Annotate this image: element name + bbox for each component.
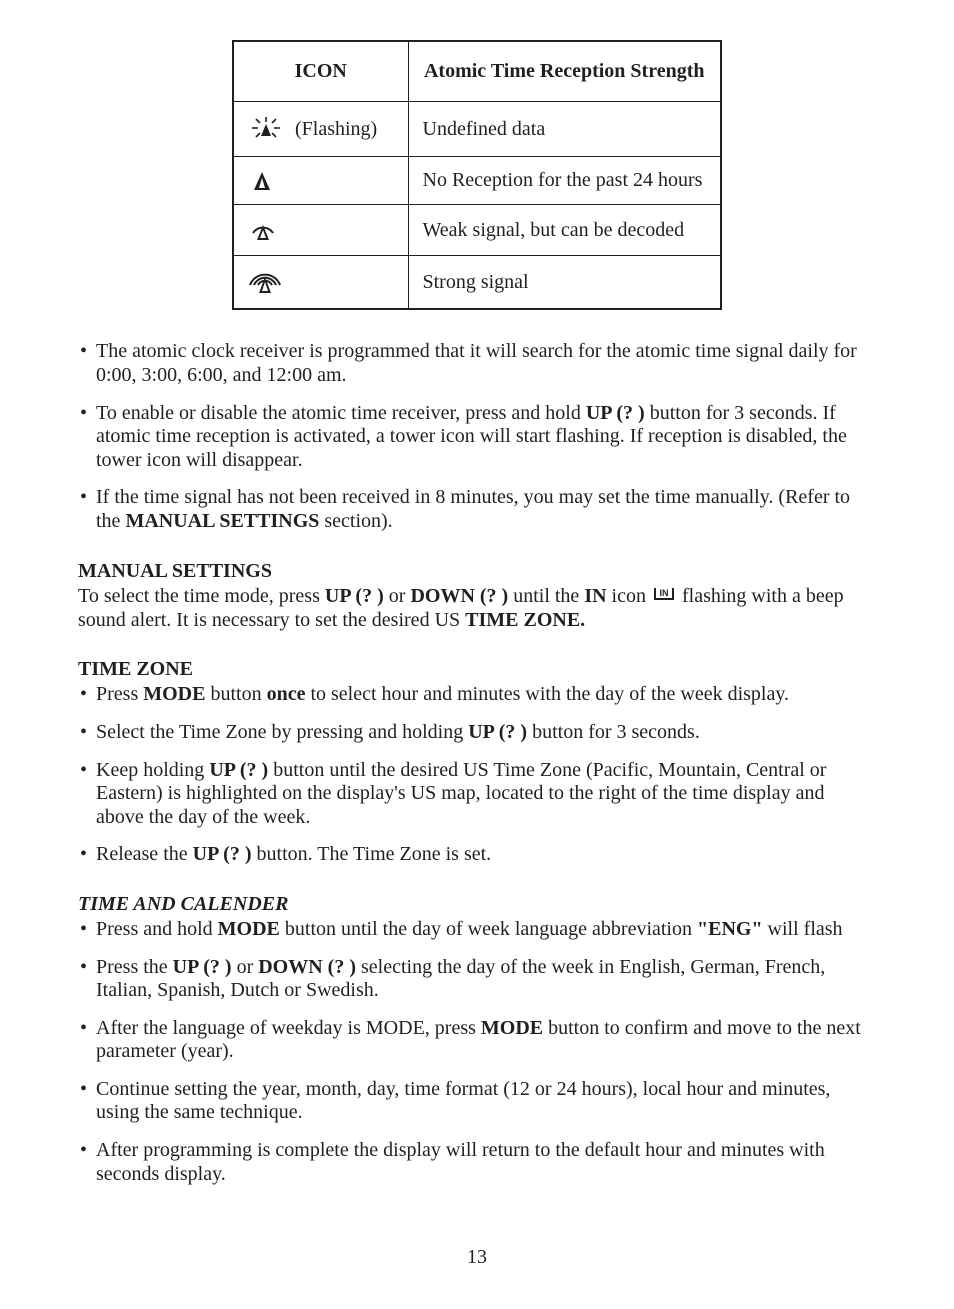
in-label: IN (584, 585, 606, 607)
mode-button-label: MODE (143, 683, 205, 705)
mode-button-label: MODE (481, 1017, 543, 1039)
row1-desc: Undefined data (408, 102, 721, 157)
table-row: Weak signal, but can be decoded (233, 205, 721, 256)
header-desc: Atomic Time Reception Strength (408, 41, 721, 102)
icon-strong-cell (233, 256, 408, 310)
up-button-label: UP (? ) (325, 585, 384, 607)
row2-desc: No Reception for the past 24 hours (408, 157, 721, 205)
bullet-text: Release the UP (? ) button. The Time Zon… (96, 843, 876, 867)
list-item: • Press and hold MODE button until the d… (78, 918, 876, 942)
bullet-text: Keep holding UP (? ) button until the de… (96, 759, 876, 830)
header-icon: ICON (233, 41, 408, 102)
list-item: • Continue setting the year, month, day,… (78, 1078, 876, 1125)
time-zone-heading: TIME ZONE (78, 658, 876, 681)
bullet-dot: • (78, 683, 96, 707)
table-header-row: ICON Atomic Time Reception Strength (233, 41, 721, 102)
list-item: • If the time signal has not been receiv… (78, 486, 876, 533)
down-button-label: DOWN (? ) (410, 585, 508, 607)
bullet-text: Press MODE button once to select hour an… (96, 683, 876, 707)
bullet-dot: • (78, 486, 96, 510)
list-item: • After programming is complete the disp… (78, 1139, 876, 1186)
bullet-dot: • (78, 402, 96, 426)
bullet-text: If the time signal has not been received… (96, 486, 876, 533)
manual-settings-section: MANUAL SETTINGS To select the time mode,… (78, 560, 876, 633)
mode-button-label: MODE (218, 918, 280, 940)
atomic-section: • The atomic clock receiver is programme… (78, 340, 876, 533)
page-number: 13 (78, 1246, 876, 1269)
list-item: • The atomic clock receiver is programme… (78, 340, 876, 387)
bullet-dot: • (78, 918, 96, 942)
up-button-label: UP (? ) (468, 721, 527, 743)
bullet-text: Continue setting the year, month, day, t… (96, 1078, 876, 1125)
bullet-dot: • (78, 956, 96, 980)
in-icon: IN (653, 585, 675, 609)
list-item: • Release the UP (? ) button. The Time Z… (78, 843, 876, 867)
bullet-dot: • (78, 721, 96, 745)
table-row: Strong signal (233, 256, 721, 310)
list-item: • To enable or disable the atomic time r… (78, 402, 876, 473)
table-row: (Flashing) Undefined data (233, 102, 721, 157)
bullet-dot: • (78, 759, 96, 783)
time-zone-label: TIME ZONE. (465, 609, 585, 631)
manual-settings-heading: MANUAL SETTINGS (78, 560, 876, 583)
bullet-text: Press the UP (? ) or DOWN (? ) selecting… (96, 956, 876, 1003)
table-row: No Reception for the past 24 hours (233, 157, 721, 205)
icon-weak-cell (233, 205, 408, 256)
list-item: • Select the Time Zone by pressing and h… (78, 721, 876, 745)
bullet-text: After the language of weekday is MODE, p… (96, 1017, 876, 1064)
row4-desc: Strong signal (408, 256, 721, 310)
list-item: • Press the UP (? ) or DOWN (? ) selecti… (78, 956, 876, 1003)
bullet-text: Press and hold MODE button until the day… (96, 918, 876, 942)
eng-label: "ENG" (697, 918, 763, 940)
tower-weak-icon (248, 217, 278, 243)
bullet-text: To enable or disable the atomic time rec… (96, 402, 876, 473)
bullet-dot: • (78, 1139, 96, 1163)
bullet-dot: • (78, 1078, 96, 1102)
list-item: • Keep holding UP (? ) button until the … (78, 759, 876, 830)
bullet-dot: • (78, 1017, 96, 1041)
icon-flashing-cell: (Flashing) (233, 102, 408, 157)
tower-flashing-icon (248, 114, 284, 144)
row3-desc: Weak signal, but can be decoded (408, 205, 721, 256)
bullet-text: The atomic clock receiver is programmed … (96, 340, 876, 387)
bullet-dot: • (78, 340, 96, 364)
bullet-text: Select the Time Zone by pressing and hol… (96, 721, 876, 745)
manual-page: ICON Atomic Time Reception Strength (0, 0, 954, 1309)
bullet-text: After programming is complete the displa… (96, 1139, 876, 1186)
list-item: • Press MODE button once to select hour … (78, 683, 876, 707)
list-item: • After the language of weekday is MODE,… (78, 1017, 876, 1064)
manual-settings-ref: MANUAL SETTINGS (125, 510, 319, 532)
svg-text:IN: IN (659, 588, 668, 598)
manual-settings-para: To select the time mode, press UP (? ) o… (78, 585, 876, 633)
tower-strong-icon (248, 268, 282, 296)
down-button-label: DOWN (? ) (258, 956, 356, 978)
up-button-label: UP (? ) (173, 956, 232, 978)
flashing-label: (Flashing) (295, 118, 377, 140)
signal-strength-table: ICON Atomic Time Reception Strength (232, 40, 722, 310)
up-button-label: UP (? ) (193, 843, 252, 865)
time-calendar-section: TIME AND CALENDER • Press and hold MODE … (78, 893, 876, 1186)
tower-plain-icon (248, 170, 276, 192)
up-button-label: UP (? ) (209, 759, 268, 781)
bullet-dot: • (78, 843, 96, 867)
time-zone-section: TIME ZONE • Press MODE button once to se… (78, 658, 876, 867)
icon-noreception-cell (233, 157, 408, 205)
once-label: once (267, 683, 306, 705)
up-button-label: UP (? ) (586, 402, 645, 424)
time-calendar-heading: TIME AND CALENDER (78, 893, 876, 916)
